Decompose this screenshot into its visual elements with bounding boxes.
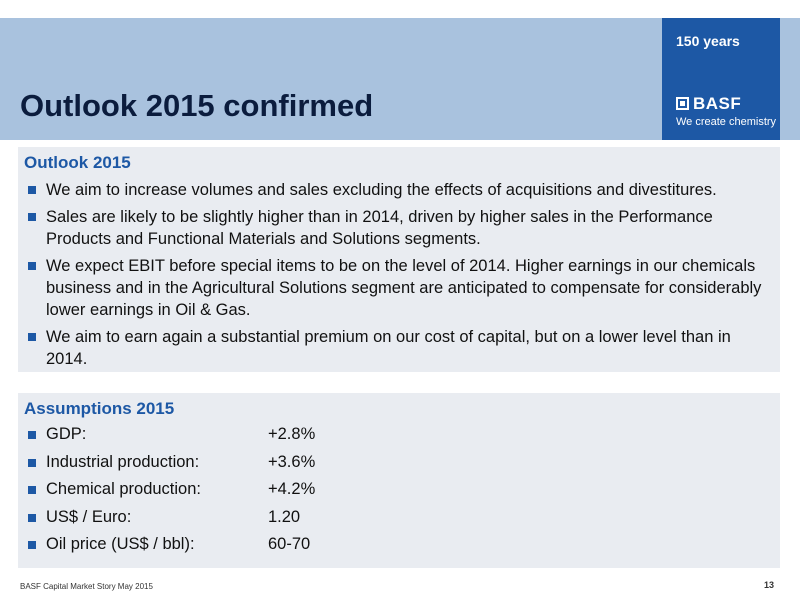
box-heading: Assumptions 2015 xyxy=(24,399,175,418)
assumption-list: GDP: +2.8% Industrial production: +3.6% Chem… xyxy=(24,425,770,563)
assumption-row: US$ / Euro: 1.20 xyxy=(24,508,770,536)
assumption-value: 60-70 xyxy=(268,535,311,553)
assumption-row: Oil price (US$ / bbl): 60-70 xyxy=(24,535,770,563)
logo-text: BASF xyxy=(693,94,742,113)
bullet-item: We aim to earn again a substantial premi… xyxy=(24,326,770,370)
assumption-value: +3.6% xyxy=(268,452,316,471)
assumption-label: Chemical production: xyxy=(46,480,201,498)
footer-source: BASF Capital Market Story May 2015 xyxy=(20,582,153,591)
assumptions-box: Assumptions 2015 GDP: +2.8% Industrial pro… xyxy=(18,393,780,568)
assumption-row: GDP: +2.8% xyxy=(24,425,770,453)
assumption-row: Industrial production: +3.6% xyxy=(24,453,770,481)
page-number: 13 xyxy=(764,580,775,590)
assumption-value: +2.8% xyxy=(268,425,316,443)
assumption-row: Chemical production: +4.2% xyxy=(24,480,770,508)
assumption-value: 1.20 xyxy=(268,507,301,526)
assumption-label: GDP: xyxy=(46,425,87,443)
tagline: We create chemistry xyxy=(676,116,777,128)
logo: BASF xyxy=(676,94,741,114)
bullet-list: We aim to increase volumes and sales exc… xyxy=(24,179,770,370)
slide-title: Outlook 2015 confirmed xyxy=(20,88,374,123)
logo-mark xyxy=(676,97,689,110)
assumption-label: Oil price (US$ / bbl): xyxy=(46,535,195,553)
brand-box: 150 years BASF We create chemistry xyxy=(662,18,780,140)
outlook-box: Outlook 2015 We aim to increase volumes … xyxy=(18,147,780,372)
assumption-label: US$ / Euro: xyxy=(46,507,132,526)
bullet-item: Sales are likely to be slightly higher t… xyxy=(24,206,770,250)
box-heading: Outlook 2015 xyxy=(24,153,131,172)
assumption-label: Industrial production: xyxy=(46,452,200,471)
badge: 150 years xyxy=(676,33,740,49)
bullet-item: We expect EBIT before special items to b… xyxy=(24,255,770,321)
assumption-value: +4.2% xyxy=(268,480,316,498)
bullet-item: We aim to increase volumes and sales exc… xyxy=(24,179,770,201)
